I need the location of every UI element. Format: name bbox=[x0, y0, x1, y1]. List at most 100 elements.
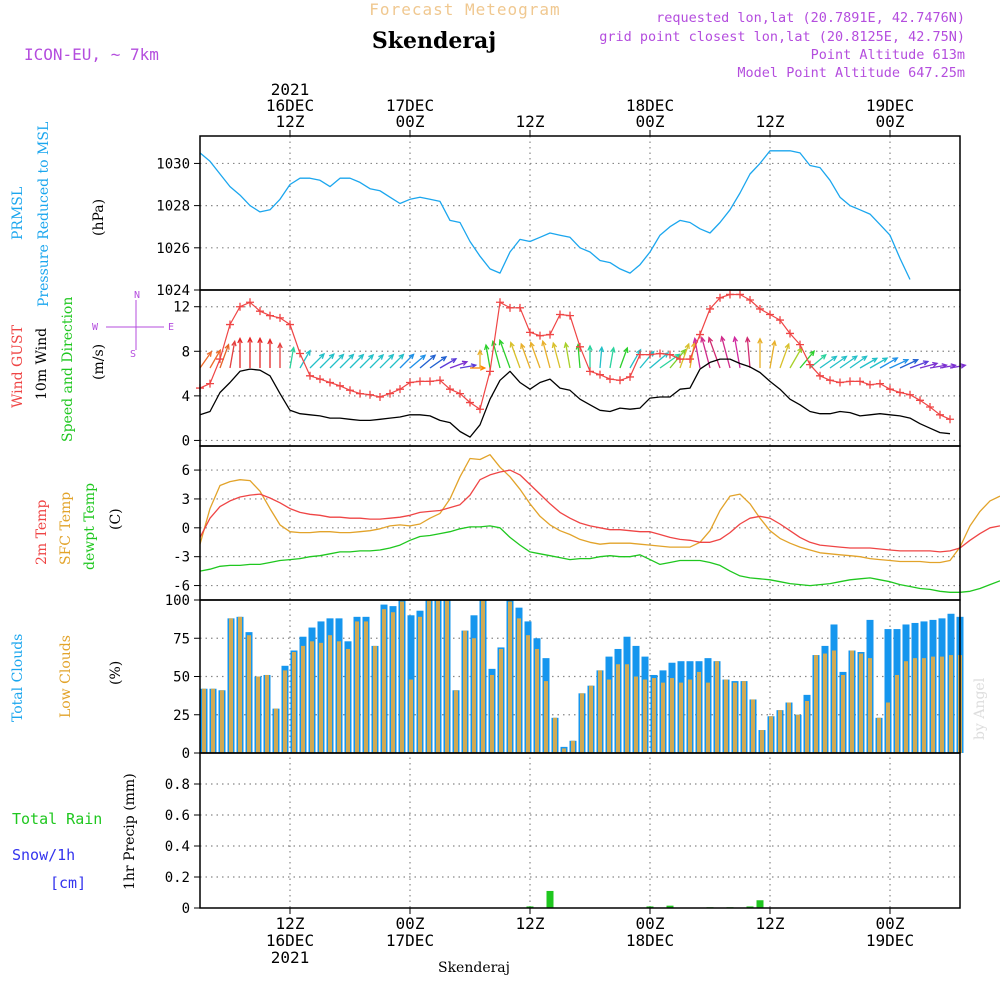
low-cloud-bar bbox=[202, 688, 206, 753]
wind-arrow-head bbox=[912, 359, 920, 365]
wind-arrow bbox=[829, 355, 847, 369]
wind-arrow bbox=[429, 356, 447, 369]
low-cloud-bar bbox=[427, 600, 431, 753]
wind-arrow bbox=[919, 362, 938, 369]
y-tick-label: 3 bbox=[182, 492, 190, 508]
prmsl-desc-label: Pressure Reduced to MSL bbox=[36, 122, 52, 307]
wind-arrow bbox=[349, 354, 364, 369]
axes-layer: 102410261028103004812-6-3036025507510000… bbox=[156, 80, 961, 967]
low-cloud-bar bbox=[868, 658, 872, 753]
wind-arrow-head bbox=[483, 343, 490, 351]
x-tick-label-top: 00Z bbox=[876, 112, 905, 131]
total-rain-label: Total Rain bbox=[12, 810, 102, 828]
wind-arrow-head bbox=[237, 337, 243, 344]
wind-arrow bbox=[708, 337, 721, 369]
requested-coords: requested lon,lat (20.7891E, 42.7476N) bbox=[656, 10, 965, 26]
gust-marker bbox=[506, 303, 514, 312]
gust-marker bbox=[576, 342, 584, 351]
low-cloud-bar bbox=[472, 638, 476, 753]
low-cloud-bar bbox=[940, 656, 944, 753]
low-cloud-bar bbox=[418, 616, 422, 753]
wind-arrow bbox=[299, 350, 311, 369]
wind-arrow bbox=[449, 361, 468, 369]
y-tick-label: 0.6 bbox=[165, 808, 190, 824]
wind-arrow bbox=[609, 347, 615, 369]
wind-arrow bbox=[289, 347, 295, 369]
total-cloud-bar bbox=[884, 629, 892, 753]
cloud-unit-label: (%) bbox=[108, 661, 124, 685]
gust-marker bbox=[336, 381, 344, 390]
x-tick-label-bottom: 00Z bbox=[876, 914, 905, 933]
low-cloud-bar bbox=[265, 674, 269, 753]
x-tick-label-bottom: 19DEC bbox=[866, 931, 914, 950]
model-altitude: Model Point Altitude 647.25m bbox=[737, 65, 965, 81]
gust-marker bbox=[316, 375, 324, 384]
x-tick-label-bottom: 00Z bbox=[396, 914, 425, 933]
wind-arrow-head bbox=[215, 348, 222, 356]
low-cloud-label: Low Clouds bbox=[58, 635, 74, 718]
y-tick-label: 0.8 bbox=[165, 777, 190, 793]
wind-arrow-head bbox=[820, 353, 827, 360]
gust-marker bbox=[496, 298, 504, 307]
low-cloud-bar bbox=[382, 609, 386, 753]
wind-arrow-head bbox=[902, 358, 910, 364]
wind-arrow-head bbox=[563, 341, 570, 349]
gust-marker bbox=[766, 310, 774, 319]
wind-arrow bbox=[577, 344, 581, 369]
low-cloud-bar bbox=[670, 678, 674, 753]
low-cloud-bar bbox=[661, 682, 665, 753]
gust-marker bbox=[426, 377, 434, 386]
wind-arrow bbox=[564, 343, 571, 369]
low-cloud-bar bbox=[310, 641, 314, 753]
low-cloud-bar bbox=[409, 679, 413, 753]
wind-arrow-head bbox=[882, 357, 889, 363]
low-cloud-bar bbox=[787, 702, 791, 753]
wind-arrow-head bbox=[267, 338, 273, 345]
low-cloud-bar bbox=[895, 674, 899, 753]
low-cloud-bar bbox=[499, 648, 503, 753]
gust-marker bbox=[816, 371, 824, 380]
wind-arrow-head bbox=[623, 346, 629, 354]
wind-arrow bbox=[849, 355, 867, 369]
low-cloud-bar bbox=[814, 655, 818, 753]
gust-marker bbox=[276, 313, 284, 322]
y-tick-label: 1030 bbox=[156, 156, 190, 172]
low-cloud-bar bbox=[922, 658, 926, 753]
precip-unit-label: 1hr Precip (mm) bbox=[122, 773, 138, 890]
gust-marker bbox=[216, 355, 224, 364]
gust-marker bbox=[656, 349, 664, 358]
wind-arrow-head bbox=[529, 341, 535, 348]
low-cloud-bar bbox=[598, 670, 602, 753]
wind-arrow bbox=[530, 342, 541, 369]
x-tick-label-bottom: 12Z bbox=[516, 914, 545, 933]
gust-marker bbox=[686, 355, 694, 364]
pressure-panel bbox=[199, 150, 911, 280]
wind-arrow-head bbox=[784, 342, 790, 350]
wind-arrow-head bbox=[231, 339, 237, 347]
wind-arrow-head bbox=[520, 342, 526, 350]
wind-arrow bbox=[485, 344, 491, 369]
gust-marker bbox=[606, 375, 614, 384]
rain-bar bbox=[546, 890, 554, 908]
x-tick-label-top: 18DEC bbox=[626, 96, 674, 115]
wind-arrow bbox=[899, 359, 918, 369]
rain-bar bbox=[746, 906, 754, 908]
gust-marker bbox=[406, 378, 414, 387]
wind-arrow-head bbox=[841, 355, 848, 362]
y-tick-label: 0 bbox=[182, 521, 190, 537]
gust-marker bbox=[266, 311, 274, 320]
wind-arrow-head bbox=[587, 344, 593, 351]
y-tick-label: 25 bbox=[173, 708, 190, 724]
gust-marker bbox=[666, 350, 674, 359]
watermark: by Angel bbox=[972, 677, 988, 740]
gust-marker bbox=[306, 371, 314, 380]
x-tick-label-top: 12Z bbox=[756, 112, 785, 131]
wind-arrow-head bbox=[420, 354, 427, 361]
wind-arrow-head bbox=[338, 353, 345, 360]
point-altitude: Point Altitude 613m bbox=[811, 47, 965, 63]
low-cloud-bar bbox=[391, 612, 395, 753]
wind-arrow bbox=[542, 341, 551, 369]
precip-panel bbox=[200, 890, 960, 909]
wind-arrow bbox=[789, 347, 803, 369]
low-cloud-bar bbox=[751, 699, 755, 753]
